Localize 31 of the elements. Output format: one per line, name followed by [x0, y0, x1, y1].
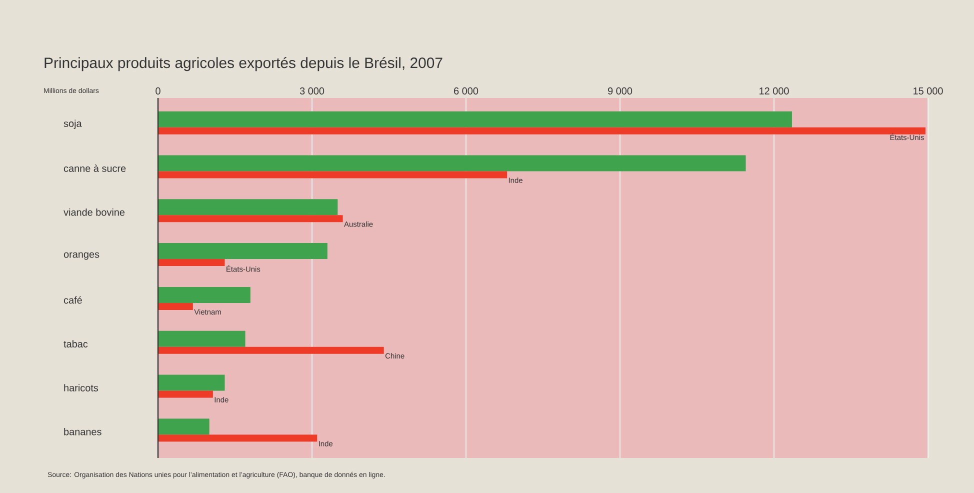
y-tick-label: canne à sucre	[64, 164, 126, 172]
x-tick-label: 6 000	[454, 87, 478, 94]
bar	[158, 346, 384, 354]
bar	[158, 155, 746, 172]
x-tick-label: 12 000	[760, 87, 789, 94]
x-tick-label: 3 000	[300, 87, 324, 94]
bar	[158, 259, 225, 266]
bar	[158, 418, 210, 435]
chart-title: Principaux produits agricoles exportés depuis le Brésil, 2007	[44, 56, 442, 72]
bar	[158, 199, 338, 216]
bar	[158, 330, 246, 347]
x-tick-label: 0	[156, 87, 160, 94]
bar	[158, 434, 318, 442]
bar	[158, 171, 508, 178]
y-tick-label: haricots	[64, 384, 98, 392]
bar	[158, 127, 926, 134]
y-tick-label: viande bovine	[64, 208, 125, 216]
bar	[158, 286, 250, 303]
y-tick-label: oranges	[64, 252, 100, 260]
bar	[158, 302, 193, 310]
bar	[158, 390, 213, 398]
y-tick-label: bananes	[64, 428, 102, 436]
y-tick-label: café	[64, 296, 82, 304]
bar	[158, 374, 225, 391]
x-tick-label: 15 000	[914, 87, 943, 94]
bar	[158, 215, 343, 222]
bar	[158, 243, 328, 260]
y-tick-label: soja	[64, 120, 82, 129]
x-tick-label: 9 000	[608, 87, 632, 94]
bar	[158, 111, 792, 128]
y-tick-label: tabac	[64, 340, 88, 348]
